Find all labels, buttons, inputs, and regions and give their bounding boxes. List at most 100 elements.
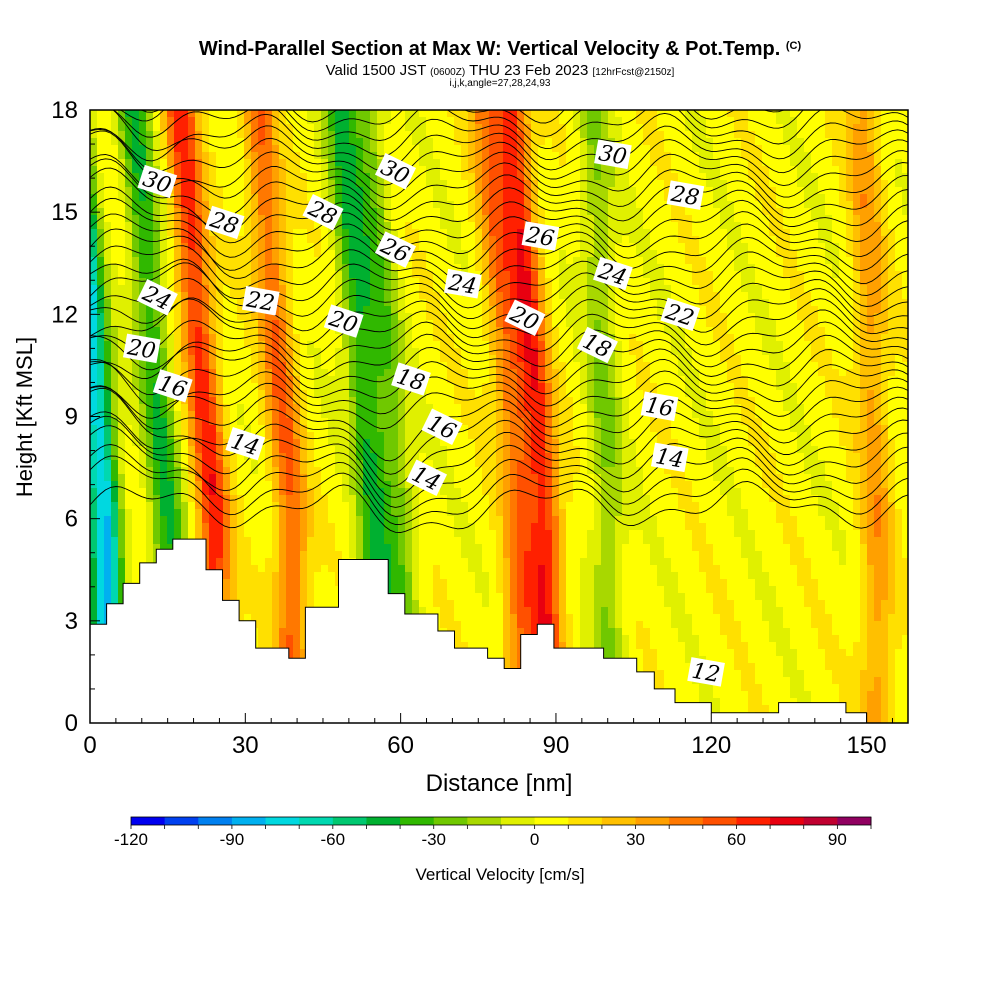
velocity-cell — [839, 208, 847, 216]
velocity-cell — [706, 201, 714, 209]
velocity-cell — [279, 131, 287, 139]
velocity-cell — [874, 327, 882, 335]
velocity-cell — [776, 152, 784, 160]
velocity-cell — [699, 390, 707, 398]
velocity-cell — [706, 138, 714, 146]
velocity-cell — [895, 208, 903, 216]
velocity-cell — [433, 355, 441, 363]
velocity-cell — [559, 110, 567, 118]
velocity-cell — [713, 159, 721, 167]
velocity-cell — [902, 138, 908, 146]
velocity-cell — [391, 201, 399, 209]
velocity-cell — [216, 278, 224, 286]
velocity-cell — [251, 159, 259, 167]
velocity-cell — [300, 250, 308, 258]
velocity-cell — [251, 145, 259, 153]
velocity-cell — [230, 355, 238, 363]
velocity-cell — [629, 257, 637, 265]
velocity-cell — [629, 355, 637, 363]
velocity-cell — [111, 257, 119, 265]
velocity-cell — [440, 383, 448, 391]
velocity-cell — [293, 131, 301, 139]
velocity-cell — [90, 313, 98, 321]
velocity-cell — [412, 117, 420, 125]
velocity-cell — [895, 215, 903, 223]
velocity-cell — [97, 313, 105, 321]
velocity-cell — [370, 187, 378, 195]
velocity-cell — [433, 376, 441, 384]
velocity-cell — [419, 250, 427, 258]
velocity-cell — [111, 355, 119, 363]
velocity-cell — [279, 369, 287, 377]
velocity-cell — [524, 397, 532, 405]
velocity-cell — [300, 299, 308, 307]
velocity-cell — [335, 369, 343, 377]
velocity-cell — [391, 285, 399, 293]
velocity-cell — [580, 131, 588, 139]
velocity-cell — [888, 285, 896, 293]
velocity-cell — [230, 376, 238, 384]
velocity-cell — [706, 362, 714, 370]
velocity-cell — [286, 306, 294, 314]
velocity-cell — [251, 131, 259, 139]
velocity-cell — [790, 187, 798, 195]
velocity-cell — [440, 285, 448, 293]
velocity-cell — [293, 327, 301, 335]
velocity-cell — [209, 271, 217, 279]
velocity-cell — [244, 271, 252, 279]
velocity-cell — [545, 173, 553, 181]
velocity-cell — [769, 131, 777, 139]
velocity-cell — [706, 208, 714, 216]
velocity-cell — [503, 369, 511, 377]
velocity-cell — [216, 194, 224, 202]
velocity-cell — [902, 117, 908, 125]
velocity-cell — [132, 187, 140, 195]
velocity-cell — [804, 229, 812, 237]
velocity-cell — [265, 138, 273, 146]
velocity-cell — [412, 334, 420, 342]
velocity-cell — [125, 145, 133, 153]
velocity-cell — [146, 159, 154, 167]
velocity-cell — [734, 348, 742, 356]
velocity-cell — [783, 173, 791, 181]
velocity-cell — [216, 306, 224, 314]
velocity-cell — [573, 222, 581, 230]
velocity-cell — [391, 404, 399, 412]
velocity-cell — [307, 376, 315, 384]
velocity-cell — [706, 285, 714, 293]
velocity-cell — [496, 285, 504, 293]
velocity-cell — [426, 124, 434, 132]
velocity-cell — [524, 285, 532, 293]
velocity-cell — [839, 180, 847, 188]
velocity-cell — [314, 362, 322, 370]
velocity-cell — [279, 194, 287, 202]
velocity-cell — [755, 264, 763, 272]
velocity-cell — [139, 201, 147, 209]
velocity-cell — [279, 285, 287, 293]
velocity-cell — [755, 222, 763, 230]
velocity-cell — [650, 166, 658, 174]
velocity-cell — [496, 194, 504, 202]
velocity-cell — [482, 355, 490, 363]
velocity-cell — [314, 327, 322, 335]
velocity-cell — [741, 250, 749, 258]
velocity-cell — [377, 390, 385, 398]
velocity-cell — [286, 215, 294, 223]
velocity-cell — [545, 187, 553, 195]
velocity-cell — [587, 229, 595, 237]
velocity-cell — [825, 208, 833, 216]
velocity-cell — [132, 313, 140, 321]
velocity-cell — [678, 173, 686, 181]
velocity-cell — [552, 369, 560, 377]
velocity-cell — [832, 285, 840, 293]
velocity-cell — [132, 180, 140, 188]
velocity-cell — [307, 292, 315, 300]
velocity-cell — [279, 222, 287, 230]
velocity-cell — [797, 117, 805, 125]
velocity-cell — [489, 201, 497, 209]
velocity-cell — [727, 397, 735, 405]
velocity-cell — [174, 124, 182, 132]
velocity-cell — [727, 299, 735, 307]
velocity-cell — [244, 131, 252, 139]
velocity-cell — [769, 250, 777, 258]
